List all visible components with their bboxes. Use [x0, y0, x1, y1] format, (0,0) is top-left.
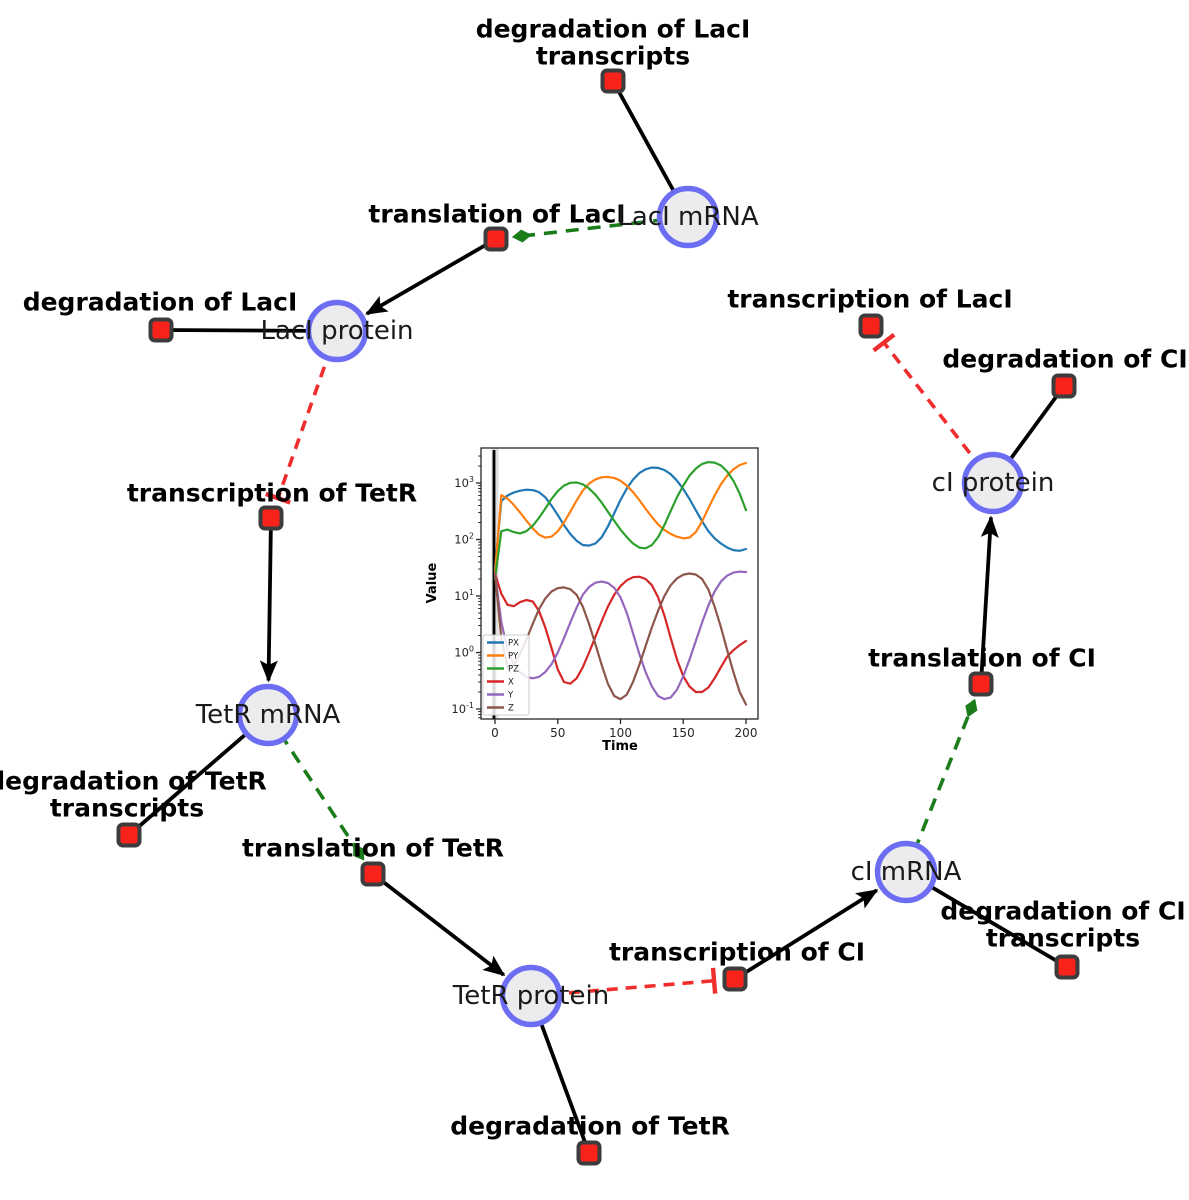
- reaction-node-deg-laci-transcripts: [600, 68, 626, 94]
- transcription-ci-label: transcription of CI: [609, 938, 865, 967]
- deg-laci-label: degradation of LacI: [23, 288, 298, 317]
- legend-label-X: X: [508, 678, 514, 688]
- legend-box: [482, 634, 530, 716]
- chart-x-tick-label: 100: [609, 726, 632, 740]
- chart-x-tick-label: 50: [550, 726, 565, 740]
- legend-label-PX: PX: [508, 639, 519, 649]
- reaction-node-deg-tetr-transcripts: [116, 822, 142, 848]
- species-node-ci-mrna: [874, 840, 938, 904]
- chart-x-axis-label: Time: [602, 739, 638, 754]
- edge-transcription-ci-to-ci-mrna: [733, 888, 879, 981]
- chart-plot-border: [480, 447, 759, 720]
- series-X-line: [493, 572, 748, 694]
- chart-y-tick-label: 103: [454, 475, 474, 490]
- series-PZ-line: [493, 461, 748, 581]
- laci-protein-label: LacI protein: [260, 316, 413, 346]
- chart-legend: PX PY PZ XYZ: [482, 634, 530, 716]
- series-PX-line: [493, 466, 748, 571]
- reaction-node-deg-ci: [1051, 373, 1077, 399]
- tetr-mrna-label: TetR mRNA: [195, 700, 341, 730]
- ci-protein-label: cI protein: [932, 468, 1055, 498]
- edge-translation-ci-to-ci-protein: [979, 515, 999, 685]
- legend-label-Z: Z: [508, 704, 514, 714]
- chart-x-tick-label: 200: [735, 726, 758, 740]
- species-node-laci-protein: [305, 299, 369, 363]
- edge-tetr-protein-to-transcription-ci: [530, 967, 718, 998]
- deg-laci-transcripts-label: transcripts: [536, 42, 690, 71]
- species-node-laci-mrna: [656, 185, 720, 249]
- chart-y-tick-label: 101: [454, 588, 474, 603]
- reaction-node-deg-ci-transcripts: [1054, 954, 1080, 980]
- transcription-laci-label: transcription of LacI: [727, 285, 1012, 314]
- deg-tetr-transcripts-label: transcripts: [50, 794, 204, 823]
- series-PY-line: [493, 461, 748, 575]
- tetr-protein-label: TetR protein: [452, 981, 609, 1011]
- edge-translation-laci-to-laci-protein: [365, 237, 497, 316]
- deg-ci-label: degradation of CI: [942, 345, 1187, 374]
- chart-y-tick-label: 100: [454, 645, 474, 660]
- reaction-node-transcription-ci: [722, 966, 748, 992]
- species-node-tetr-protein: [499, 964, 563, 1028]
- species-node-tetr-mrna: [236, 683, 300, 747]
- reaction-node-deg-laci: [148, 317, 174, 343]
- translation-tetr-label: translation of TetR: [242, 834, 504, 863]
- series-Y-line: [493, 570, 748, 701]
- translation-ci-label: translation of CI: [868, 644, 1096, 673]
- translation-laci-label: translation of LacI: [368, 200, 625, 229]
- chart-y-axis-label: Value: [425, 562, 440, 603]
- reaction-node-transcription-tetr: [258, 505, 284, 531]
- reaction-node-translation-tetr: [360, 861, 386, 887]
- deg-laci-transcripts-label: degradation of LacI: [476, 15, 751, 44]
- deg-ci-transcripts-label: transcripts: [986, 924, 1140, 953]
- reaction-node-translation-laci: [483, 226, 509, 252]
- edge-transcription-tetr-to-tetr-mrna: [259, 517, 278, 683]
- chart-x-tick-label: 0: [491, 726, 499, 740]
- chart-y-tick-label: 102: [454, 532, 474, 547]
- deg-ci-transcripts-label: degradation of CI: [940, 897, 1185, 926]
- laci-mrna-label: LacI mRNA: [617, 202, 758, 232]
- edge-translation-tetr-to-tetr-protein: [371, 872, 506, 977]
- reaction-node-deg-tetr: [576, 1140, 602, 1166]
- series-Z-line: [493, 572, 748, 706]
- deg-tetr-transcripts-label: degradation of TetR: [0, 767, 267, 796]
- chart-y-tick-label: 10-1: [451, 701, 474, 716]
- reaction-node-translation-ci: [968, 671, 994, 697]
- chart-x-tick-label: 150: [672, 726, 695, 740]
- species-node-ci-protein: [961, 451, 1025, 515]
- legend-label-PZ: PZ: [508, 665, 519, 675]
- deg-tetr-label: degradation of TetR: [450, 1112, 730, 1141]
- transcription-tetr-label: transcription of TetR: [127, 479, 417, 508]
- legend-label-PY: PY: [508, 652, 519, 662]
- chart-series-layer: [493, 461, 748, 706]
- reaction-node-transcription-laci: [858, 313, 884, 339]
- legend-label-Y: Y: [507, 691, 514, 701]
- ci-mrna-label: cI mRNA: [851, 857, 962, 887]
- label-layer: degradation of LacItranscriptstranslatio…: [0, 15, 1188, 1141]
- chart-axes-layer: 0 50 100 150 200 103 102 101 100 10-1: [451, 447, 759, 740]
- node-layer: [116, 68, 1080, 1166]
